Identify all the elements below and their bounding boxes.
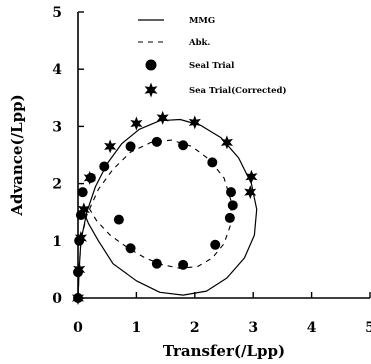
seal-trial-point: [178, 259, 189, 270]
legend: MMG Abk. Seal Trial Sea Trial(Corrected): [138, 16, 286, 98]
seal-trial-point: [113, 214, 124, 225]
seal-trial-point: [125, 141, 136, 152]
seal-trial-point: [151, 136, 162, 147]
y-tick-label: 0: [52, 291, 62, 307]
sea-trial-corrected-point: [73, 262, 86, 277]
legend-label: Abk.: [188, 38, 210, 48]
x-tick-label: 0: [73, 320, 83, 336]
sea-trial-corrected-point: [77, 202, 90, 217]
sea-trial-corrected-point: [156, 110, 169, 125]
ticks: [77, 11, 371, 299]
axes: [77, 12, 370, 299]
plot-markers: [71, 110, 258, 305]
sea-trial-corrected-point: [188, 115, 201, 130]
legend-symbol-circle: [145, 59, 157, 71]
seal-trial-point: [226, 187, 237, 198]
seal-trial-point: [227, 200, 238, 211]
seal-trial-point: [224, 212, 235, 223]
sea-trial-corrected-point: [74, 230, 87, 245]
sea-trial-corrected-point: [244, 185, 257, 200]
series-line-mmg: [77, 118, 258, 299]
x-axis-label: Transfer(/Lpp): [163, 342, 285, 360]
y-tick-label: 2: [52, 177, 62, 193]
seal-trial-point: [99, 161, 110, 172]
y-tick-label: 3: [52, 119, 62, 135]
x-tick-label: 2: [190, 320, 200, 336]
y-tick-label: 1: [52, 234, 62, 250]
y-axis-label: Advance(/Lpp): [8, 94, 26, 216]
sea-trial-corrected-point: [130, 116, 143, 131]
seal-trial-point: [125, 243, 136, 254]
y-tick-label: 5: [52, 5, 62, 21]
sea-trial-corrected-point: [220, 135, 233, 150]
x-tick-label: 5: [365, 320, 371, 336]
legend-symbol-star: [144, 82, 158, 98]
x-tick-label: 3: [248, 320, 258, 336]
legend-label: Sea Trial(Corrected): [189, 85, 286, 96]
tick-labels: 0 1 2 3 4 5 0 1 2 3 4 5: [52, 5, 371, 336]
x-tick-label: 1: [132, 320, 142, 336]
y-tick-label: 4: [52, 62, 62, 78]
seal-trial-point: [178, 140, 189, 151]
seal-trial-point: [207, 157, 218, 168]
sea-trial-corrected-point: [245, 169, 258, 184]
seal-trial-point: [151, 258, 162, 269]
x-tick-label: 4: [307, 320, 317, 336]
legend-label: Seal Trial: [189, 61, 235, 71]
sea-trial-corrected-point: [83, 170, 96, 185]
sea-trial-corrected-point: [104, 139, 117, 154]
seal-trial-point: [77, 187, 88, 198]
seal-trial-point: [210, 239, 221, 250]
sea-trial-corrected-point: [71, 291, 85, 305]
legend-label: MMG: [189, 16, 215, 26]
